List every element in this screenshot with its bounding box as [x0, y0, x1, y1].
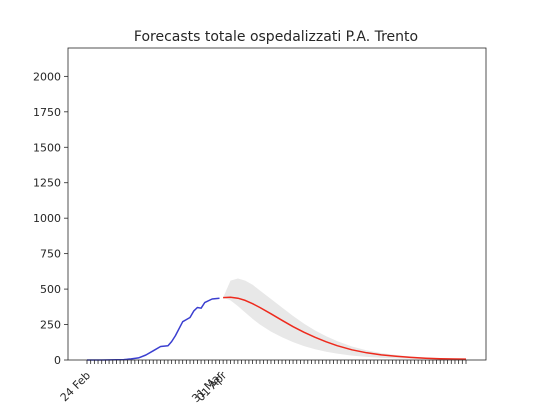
y-tick-label: 500	[40, 283, 61, 296]
y-tick-label: 0	[54, 354, 61, 367]
y-tick-label: 250	[40, 319, 61, 332]
chart-title: Forecasts totale ospedalizzati P.A. Tren…	[134, 29, 418, 45]
x-tick-label: 24 Feb	[58, 369, 93, 404]
forecast-interval-band	[223, 278, 466, 360]
observed-series-line	[87, 297, 220, 361]
forecast-interval-layer	[223, 278, 466, 360]
forecast-series-line	[223, 296, 467, 360]
y-tick-label: 1000	[33, 212, 61, 225]
y-tick-label: 1750	[33, 106, 61, 119]
y-tick-label: 750	[40, 248, 61, 261]
y-tick-label: 1500	[33, 141, 61, 154]
y-tick-label: 1250	[33, 177, 61, 190]
y-axis: 0 250 500 750 1000 1250 1500 1750 2000	[33, 70, 68, 367]
y-tick-label: 2000	[33, 70, 61, 83]
plot-area-frame	[67, 47, 487, 361]
